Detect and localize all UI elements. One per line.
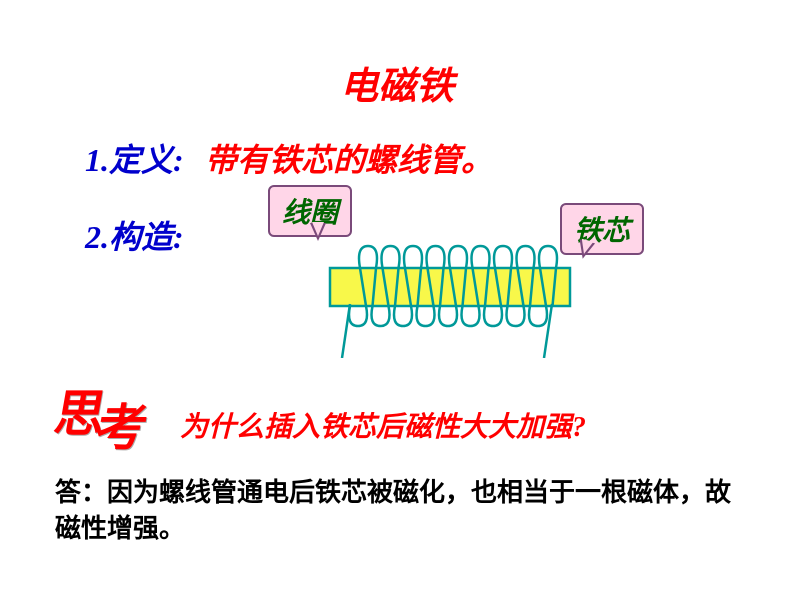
solenoid-diagram bbox=[320, 238, 580, 358]
definition-text: 带有铁芯的螺线管。 bbox=[205, 135, 493, 181]
page-title: 电磁铁 bbox=[340, 55, 454, 110]
think-heading: 思考 bbox=[49, 380, 162, 452]
callout-coil: 线圈 bbox=[268, 185, 352, 237]
think-char2: 考 bbox=[92, 400, 152, 456]
structure-label: 2.构造: bbox=[85, 212, 184, 258]
answer-text: 答：因为螺线管通电后铁芯被磁化，也相当于一根磁体，故磁性增强。 bbox=[55, 475, 735, 548]
definition-label: 1.定义: bbox=[85, 135, 184, 181]
question-text: 为什么插入铁芯后磁性大大加强? bbox=[180, 405, 586, 445]
